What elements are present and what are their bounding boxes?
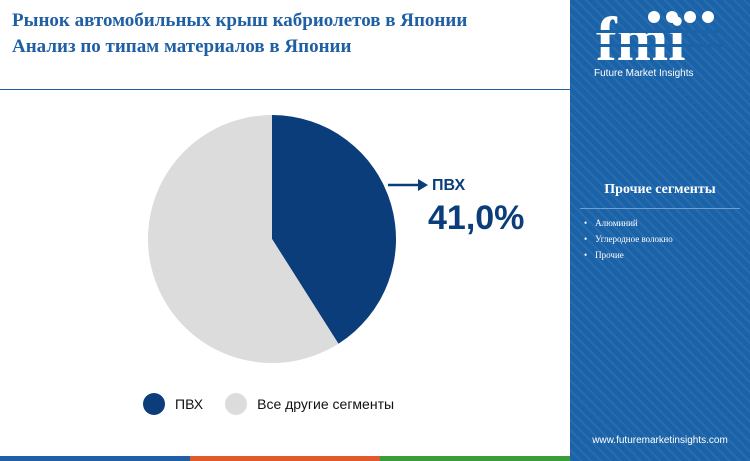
legend-dot-pvc <box>143 393 165 415</box>
fmi-logo-icon: fmi <box>594 8 724 68</box>
bottom-bar-orange <box>190 456 380 461</box>
legend: ПВХ Все другие сегменты <box>143 393 416 415</box>
bottom-color-bar <box>0 456 570 461</box>
title-divider <box>0 89 570 90</box>
logo-subtitle: Future Market Insights <box>594 68 694 79</box>
bottom-bar-blue <box>0 456 190 461</box>
callout-arrow-head <box>418 179 428 191</box>
callout-value: 41,0% <box>428 199 525 237</box>
legend-item-others: Все другие сегменты <box>225 393 394 415</box>
bottom-bar-green <box>380 456 570 461</box>
chart-title-line-2: Анализ по типам материалов в Японии <box>12 36 352 57</box>
legend-label-pvc: ПВХ <box>175 396 204 412</box>
other-segments-list: Алюминий Углеродное волокно Прочие <box>584 215 673 263</box>
chart-title: Рынок автомобильных крыш кабриолетов в Я… <box>12 8 567 60</box>
chart-title-line-1: Рынок автомобильных крыш кабриолетов в Я… <box>12 10 468 31</box>
pie-chart <box>147 115 428 363</box>
legend-label-others: Все другие сегменты <box>257 396 395 412</box>
legend-item-pvc: ПВХ <box>143 393 203 415</box>
segment-aluminum: Алюминий <box>584 215 673 231</box>
other-segments-divider <box>580 208 740 209</box>
segment-carbon-fiber: Углеродное волокно <box>584 231 673 247</box>
callout-label: ПВХ <box>432 177 466 194</box>
segment-other: Прочие <box>584 247 673 263</box>
pie-slice-others <box>147 115 339 363</box>
website-url: www.futuremarketinsights.com <box>592 435 728 446</box>
pie-slice-pvc <box>272 115 396 344</box>
side-panel: fmi Future Market Insights Прочие сегмен… <box>570 0 750 461</box>
legend-dot-others <box>225 393 248 415</box>
other-segments-title: Прочие сегменты <box>604 182 716 197</box>
